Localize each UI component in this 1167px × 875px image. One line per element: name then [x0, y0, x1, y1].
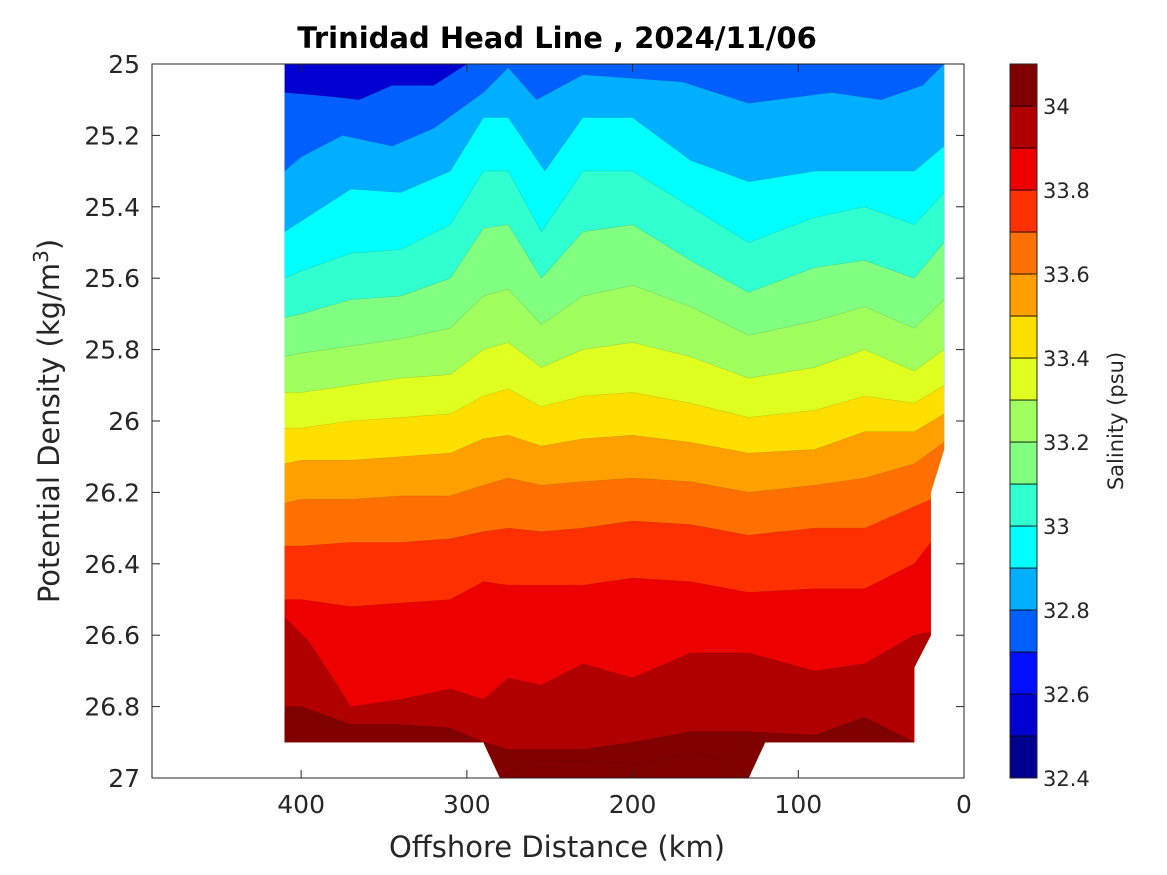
- contour-line-34.1: [499, 752, 766, 778]
- colorbar-swatch: [1009, 735, 1038, 779]
- colorbar-swatch: [1009, 315, 1038, 359]
- colorbar-tick-label: 32.6: [1043, 683, 1090, 707]
- x-tick-label: 0: [956, 790, 972, 819]
- colorbar-swatch: [1009, 63, 1038, 107]
- colorbar-swatch: [1009, 399, 1038, 443]
- y-axis: 25 25.2 25.4 25.6 25.8 26 26.2 26.4 26.6 26.8 27: [84, 50, 964, 793]
- colorbar-swatch: [1009, 357, 1038, 401]
- y-tick-label: 26.8: [84, 693, 140, 722]
- contour-line-33.8: [284, 542, 932, 607]
- y-axis-label-superscript: 3: [29, 250, 53, 263]
- colorbar-swatch: [1009, 441, 1038, 485]
- x-tick-label: 200: [609, 790, 657, 819]
- contour-line-32.8: [284, 64, 945, 172]
- x-tick-label: 400: [277, 790, 325, 819]
- colorbar-swatch: [1009, 483, 1038, 527]
- y-tick-label: 26.2: [84, 478, 140, 507]
- x-tick-label: 100: [774, 790, 822, 819]
- y-axis-label: Potential Density (kg/m3): [29, 239, 66, 603]
- contour-line-32.9: [284, 117, 945, 233]
- y-tick-label: 25.8: [84, 336, 140, 365]
- colorbar-tick-label: 33.6: [1043, 263, 1090, 287]
- x-tick-label: 300: [443, 790, 491, 819]
- contour-band-34.1: [284, 753, 945, 778]
- y-tick-label: 26.4: [84, 550, 140, 579]
- colorbar-tick-label: 33.4: [1043, 347, 1090, 371]
- contour-line-33.7: [284, 499, 931, 547]
- y-tick-label: 27: [108, 764, 140, 793]
- contour-line-33.1: [284, 224, 945, 318]
- contour-line-33.4: [284, 385, 945, 429]
- colorbar-swatch: [1009, 105, 1038, 149]
- chart-title: Trinidad Head Line , 2024/11/06: [297, 21, 817, 55]
- colorbar-tick-label: 34: [1043, 95, 1070, 119]
- contour-line-33.3: [284, 342, 945, 393]
- colorbar-tick-label: 33.8: [1043, 179, 1090, 203]
- colorbar-swatch: [1009, 609, 1038, 653]
- contour-line-33.6: [284, 442, 945, 504]
- colorbar-swatch: [1009, 693, 1038, 737]
- filled-contours: [284, 64, 945, 778]
- contour-line-33: [284, 170, 945, 279]
- colorbar-tick-label: 33.2: [1043, 431, 1090, 455]
- colorbar-label: Salinity (psu): [1104, 352, 1128, 490]
- colorbar-swatch: [1009, 273, 1038, 317]
- y-tick-label: 25: [108, 50, 140, 79]
- colorbar-tick-label: 32.8: [1043, 599, 1090, 623]
- contour-line-33.9: [284, 617, 931, 707]
- y-tick-label: 25.4: [84, 193, 140, 222]
- contour-line-33.2: [284, 285, 945, 358]
- colorbar-swatch: [1009, 231, 1038, 275]
- plot-area: [284, 64, 945, 778]
- colorbar: 32.4 32.6 32.8 33 33.2 33.4 33.6 33.8 34: [1009, 63, 1090, 791]
- colorbar-swatch: [1009, 567, 1038, 611]
- y-tick-label: 26.6: [84, 621, 140, 650]
- contour-line-32.7: [284, 64, 468, 101]
- colorbar-swatch: [1009, 147, 1038, 191]
- contour-line-33.5: [284, 413, 945, 465]
- contour-line-34: [284, 706, 915, 750]
- colorbar-swatch: [1009, 651, 1038, 695]
- y-tick-label: 25.2: [84, 121, 140, 150]
- colorbar-frame: [1009, 63, 1038, 779]
- y-tick-label: 26: [108, 407, 140, 436]
- x-axis: 400 300 200 100 0: [277, 64, 972, 819]
- y-axis-label-end: ): [32, 239, 66, 250]
- colorbar-swatch: [1009, 525, 1038, 569]
- colorbar-tick-label: 33: [1043, 515, 1070, 539]
- y-tick-label: 25.6: [84, 264, 140, 293]
- colorbar-tick-label: 32.4: [1043, 767, 1090, 791]
- y-axis-label-main: Potential Density (kg/m: [32, 263, 66, 603]
- x-axis-label: Offshore Distance (km): [389, 830, 725, 864]
- colorbar-swatch: [1009, 189, 1038, 233]
